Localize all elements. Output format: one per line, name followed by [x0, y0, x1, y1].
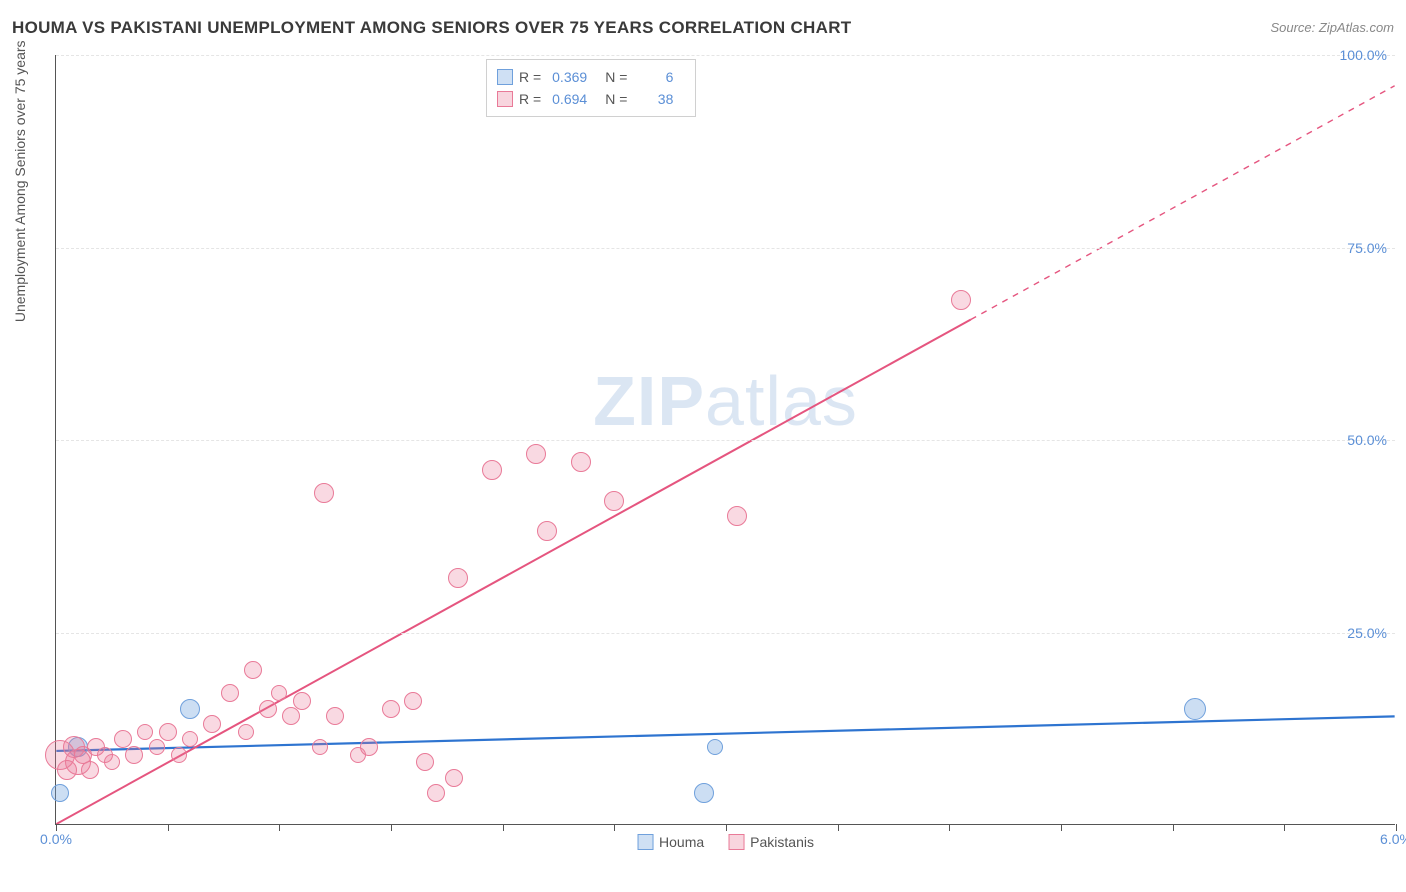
data-point-pakistanis	[312, 739, 328, 755]
data-point-houma	[51, 784, 69, 802]
x-tick	[168, 824, 169, 831]
trend-line-pakistanis	[56, 320, 970, 824]
x-tick	[1173, 824, 1174, 831]
gridline	[56, 440, 1395, 441]
source-label: Source: ZipAtlas.com	[1270, 20, 1394, 35]
stat-r-label: R =	[519, 69, 541, 85]
data-point-pakistanis	[81, 761, 99, 779]
data-point-pakistanis	[221, 684, 239, 702]
x-tick	[838, 824, 839, 831]
data-point-pakistanis	[571, 452, 591, 472]
data-point-pakistanis	[182, 731, 198, 747]
chart-title: HOUMA VS PAKISTANI UNEMPLOYMENT AMONG SE…	[12, 18, 1394, 38]
series-legend: Houma Pakistanis	[637, 834, 814, 850]
y-tick-label: 100.0%	[1340, 47, 1387, 63]
y-tick-label: 75.0%	[1347, 240, 1387, 256]
data-point-pakistanis	[482, 460, 502, 480]
legend-item-pakistanis: Pakistanis	[728, 834, 814, 850]
data-point-pakistanis	[445, 769, 463, 787]
data-point-pakistanis	[282, 707, 300, 725]
watermark: ZIPatlas	[593, 361, 858, 441]
data-point-pakistanis	[416, 753, 434, 771]
stats-legend: R = 0.369 N = 6 R = 0.694 N = 38	[486, 59, 696, 117]
stats-row-pakistanis: R = 0.694 N = 38	[497, 88, 685, 110]
x-tick	[726, 824, 727, 831]
y-axis-label: Unemployment Among Seniors over 75 years	[12, 40, 28, 322]
data-point-houma	[180, 699, 200, 719]
x-tick-label: 0.0%	[40, 831, 72, 847]
x-tick-label: 6.0%	[1380, 831, 1406, 847]
data-point-pakistanis	[604, 491, 624, 511]
data-point-pakistanis	[159, 723, 177, 741]
data-point-pakistanis	[727, 506, 747, 526]
data-point-pakistanis	[526, 444, 546, 464]
y-tick-label: 50.0%	[1347, 432, 1387, 448]
data-point-houma	[1184, 698, 1206, 720]
data-point-pakistanis	[537, 521, 557, 541]
stat-n-value-houma: 6	[633, 69, 673, 85]
data-point-pakistanis	[314, 483, 334, 503]
data-point-pakistanis	[360, 738, 378, 756]
data-point-pakistanis	[238, 724, 254, 740]
swatch-houma	[637, 834, 653, 850]
data-point-pakistanis	[404, 692, 422, 710]
chart-area: ZIPatlas 25.0%50.0%75.0%100.0%0.0%6.0%R …	[55, 55, 1395, 855]
stat-n-value-pakistanis: 38	[633, 91, 673, 107]
gridline	[56, 55, 1395, 56]
legend-label-pakistanis: Pakistanis	[750, 834, 814, 850]
data-point-pakistanis	[259, 700, 277, 718]
swatch-houma	[497, 69, 513, 85]
x-tick	[614, 824, 615, 831]
y-tick-label: 25.0%	[1347, 625, 1387, 641]
x-tick	[1396, 824, 1397, 831]
data-point-pakistanis	[271, 685, 287, 701]
legend-label-houma: Houma	[659, 834, 704, 850]
stat-r-value-pakistanis: 0.694	[547, 91, 587, 107]
data-point-pakistanis	[171, 747, 187, 763]
x-tick	[503, 824, 504, 831]
trend-line-houma	[56, 716, 1394, 751]
stats-row-houma: R = 0.369 N = 6	[497, 66, 685, 88]
x-tick	[279, 824, 280, 831]
x-tick	[1061, 824, 1062, 831]
data-point-pakistanis	[137, 724, 153, 740]
data-point-pakistanis	[293, 692, 311, 710]
data-point-pakistanis	[427, 784, 445, 802]
x-tick	[391, 824, 392, 831]
data-point-pakistanis	[382, 700, 400, 718]
stat-n-label: N =	[605, 91, 627, 107]
data-point-pakistanis	[244, 661, 262, 679]
swatch-pakistanis	[728, 834, 744, 850]
data-point-pakistanis	[104, 754, 120, 770]
swatch-pakistanis	[497, 91, 513, 107]
x-tick	[56, 824, 57, 831]
data-point-houma	[707, 739, 723, 755]
data-point-houma	[694, 783, 714, 803]
plot-region: ZIPatlas 25.0%50.0%75.0%100.0%0.0%6.0%R …	[55, 55, 1395, 825]
x-tick	[949, 824, 950, 831]
stat-r-value-houma: 0.369	[547, 69, 587, 85]
data-point-pakistanis	[951, 290, 971, 310]
stat-n-label: N =	[605, 69, 627, 85]
x-tick	[1284, 824, 1285, 831]
legend-item-houma: Houma	[637, 834, 704, 850]
gridline	[56, 248, 1395, 249]
data-point-pakistanis	[448, 568, 468, 588]
data-point-pakistanis	[203, 715, 221, 733]
data-point-pakistanis	[149, 739, 165, 755]
trend-line-pakistanis-extrapolated	[971, 86, 1395, 320]
data-point-pakistanis	[125, 746, 143, 764]
gridline	[56, 633, 1395, 634]
stat-r-label: R =	[519, 91, 541, 107]
data-point-pakistanis	[326, 707, 344, 725]
